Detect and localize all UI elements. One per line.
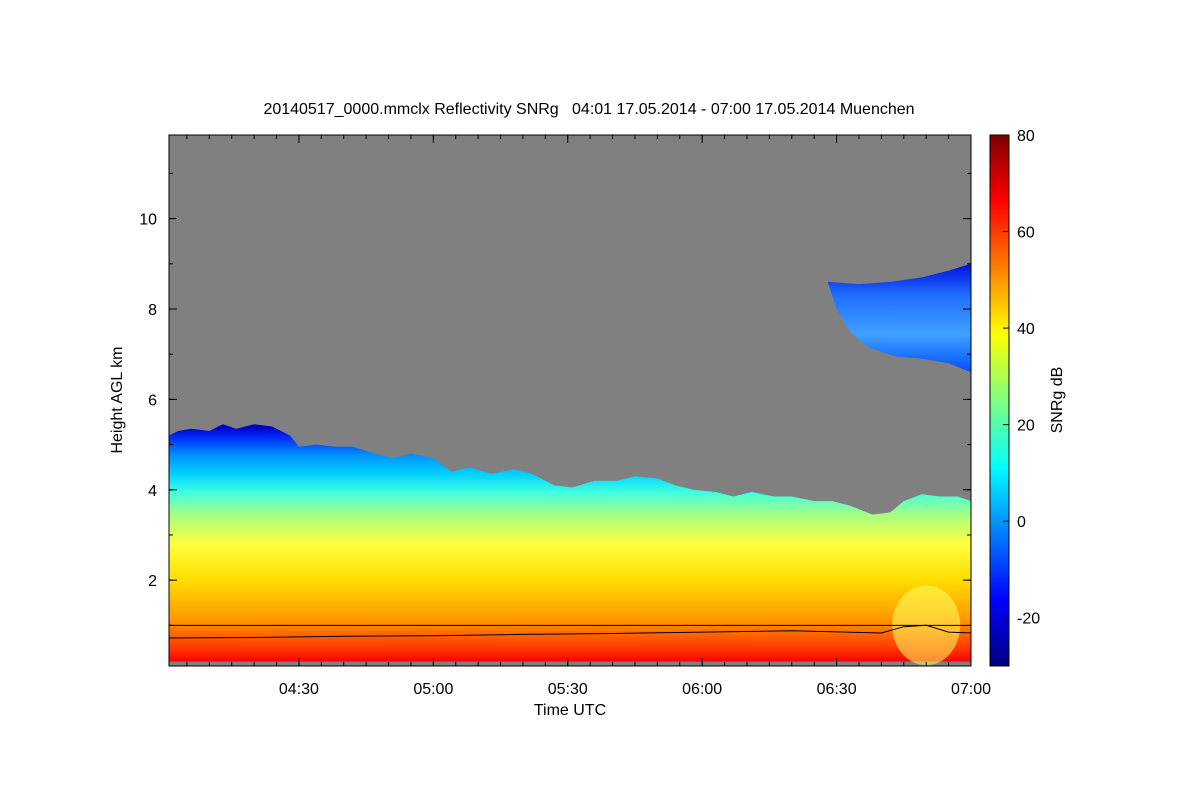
- lower-cloud-layer: [169, 424, 971, 662]
- colorbar-tick-label: 60: [1017, 225, 1035, 242]
- x-tick-label: 05:00: [413, 681, 453, 698]
- colorbar-tick-label: 0: [1017, 514, 1026, 531]
- upper-cloud-layer: [827, 263, 971, 373]
- x-tick-label: 04:30: [279, 681, 319, 698]
- x-tick-label: 06:00: [682, 681, 722, 698]
- colorbar-tick-label: 40: [1017, 321, 1035, 338]
- colorbar-tick-label: 20: [1017, 418, 1035, 435]
- colorbar-axis: -20 0 20 40 60 80: [1003, 128, 1040, 628]
- colorbar-label: SNRg dB: [1049, 367, 1066, 434]
- colorbar: [989, 134, 1010, 667]
- x-axis-label: Time UTC: [534, 702, 606, 719]
- y-tick-label: 2: [148, 573, 157, 590]
- y-tick-label: 8: [148, 302, 157, 319]
- x-tick-label: 06:30: [817, 681, 857, 698]
- x-tick-label: 07:00: [951, 681, 991, 698]
- x-tick-label: 05:30: [548, 681, 588, 698]
- y-axis: 2 4 6 8 10: [139, 172, 971, 626]
- colorbar-tick-label: -20: [1017, 611, 1040, 628]
- y-tick-label: 6: [148, 392, 157, 409]
- colorbar-tick-label: 80: [1017, 128, 1035, 145]
- plot-frame: [168, 134, 972, 667]
- y-tick-label: 4: [148, 483, 157, 500]
- y-tick-label: 10: [139, 212, 157, 229]
- x-axis: 04:30 05:00 05:30 06:00 06:30 07:00: [186, 135, 991, 698]
- plot-layer: [169, 263, 971, 666]
- chart-title: 20140517_0000.mmclx Reflectivity SNRg 04…: [263, 101, 914, 118]
- near-surface-lower-line: [169, 624, 971, 639]
- y-axis-label: Height AGL km: [109, 346, 126, 453]
